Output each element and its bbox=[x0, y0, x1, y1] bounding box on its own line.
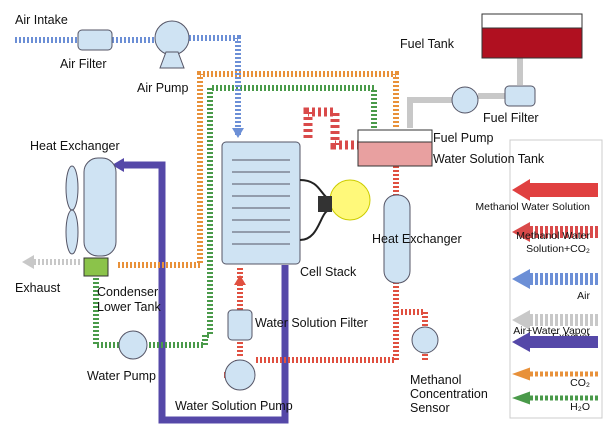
fuel-tank-top bbox=[481, 13, 583, 29]
label: Exhaust bbox=[15, 281, 61, 295]
label: Heat Exchanger bbox=[30, 139, 120, 153]
h2o-pipe bbox=[93, 85, 377, 348]
water-pump bbox=[118, 330, 148, 360]
legend-label: CO₂ bbox=[570, 377, 590, 389]
fuel-pump bbox=[451, 86, 479, 114]
legend-arrowhead bbox=[512, 269, 530, 289]
pump-base bbox=[159, 51, 185, 69]
arrow bbox=[112, 158, 124, 172]
fuel-pipe bbox=[407, 58, 523, 128]
legend-label: Air+Water Vapor bbox=[513, 325, 590, 337]
label: Fuel Filter bbox=[483, 111, 539, 125]
label: Fuel Tank bbox=[400, 37, 455, 51]
cell-plates bbox=[232, 159, 290, 245]
legend-arrowhead bbox=[512, 179, 530, 201]
tank-top bbox=[357, 129, 433, 143]
label: Cell Stack bbox=[300, 265, 357, 279]
water-solution-filter bbox=[227, 309, 253, 341]
label: Air Pump bbox=[137, 81, 188, 95]
legend-arrowhead bbox=[512, 310, 530, 330]
label: Water Solution Pump bbox=[175, 399, 293, 413]
lower-tank bbox=[83, 257, 109, 277]
fuel-filter bbox=[504, 85, 536, 107]
legend-label: Methanol Water bbox=[516, 230, 590, 242]
solution-co2-pipe bbox=[303, 107, 358, 150]
air-filter bbox=[77, 29, 113, 51]
co2-pipe bbox=[118, 71, 399, 268]
legend-label: Air bbox=[577, 290, 590, 302]
label: Air Intake bbox=[15, 13, 68, 27]
arrow bbox=[232, 128, 244, 138]
bulb-base bbox=[318, 196, 332, 212]
legend-arrowhead bbox=[512, 391, 530, 405]
label: Lower Tank bbox=[97, 300, 161, 314]
bulb bbox=[329, 179, 371, 221]
legend-arrowhead bbox=[512, 222, 530, 242]
fan bbox=[65, 209, 79, 255]
label: Water Solution Filter bbox=[255, 316, 368, 330]
legend: Methanol Water Solution Methanol WaterSol… bbox=[475, 179, 598, 413]
legend-arrowhead bbox=[512, 367, 530, 381]
label: Fuel Pump bbox=[433, 131, 493, 145]
label: Heat Exchanger bbox=[372, 232, 462, 246]
methanol-sensor bbox=[411, 326, 439, 354]
air-pump bbox=[154, 20, 190, 56]
legend-label: Solution+CO₂ bbox=[526, 243, 590, 255]
legend-label: Methanol Water Solution bbox=[475, 201, 590, 213]
label: Water Solution Tank bbox=[433, 152, 545, 166]
label: Concentration bbox=[410, 387, 488, 401]
label: Methanol bbox=[410, 373, 461, 387]
arrow bbox=[22, 255, 34, 269]
label: Water Pump bbox=[87, 369, 156, 383]
air-vapor-pipe bbox=[122, 161, 289, 424]
legend-label: H₂O bbox=[570, 401, 590, 413]
label: Condenser bbox=[97, 285, 158, 299]
arrow bbox=[234, 275, 246, 285]
heat-exchanger-left bbox=[83, 157, 117, 257]
air-pipe bbox=[15, 35, 241, 135]
heat-exchanger-right bbox=[383, 194, 411, 284]
water-solution-pump bbox=[224, 359, 256, 391]
fan bbox=[65, 165, 79, 211]
label: Sensor bbox=[410, 401, 450, 415]
label: Air Filter bbox=[60, 57, 107, 71]
legend-arrowhead bbox=[512, 332, 530, 352]
